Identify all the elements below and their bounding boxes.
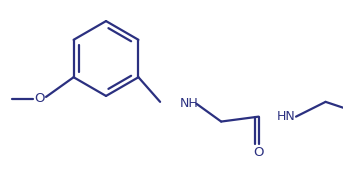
- Text: O: O: [253, 146, 264, 159]
- Text: NH: NH: [180, 97, 199, 110]
- Text: HN: HN: [276, 110, 295, 123]
- Text: O: O: [34, 92, 44, 105]
